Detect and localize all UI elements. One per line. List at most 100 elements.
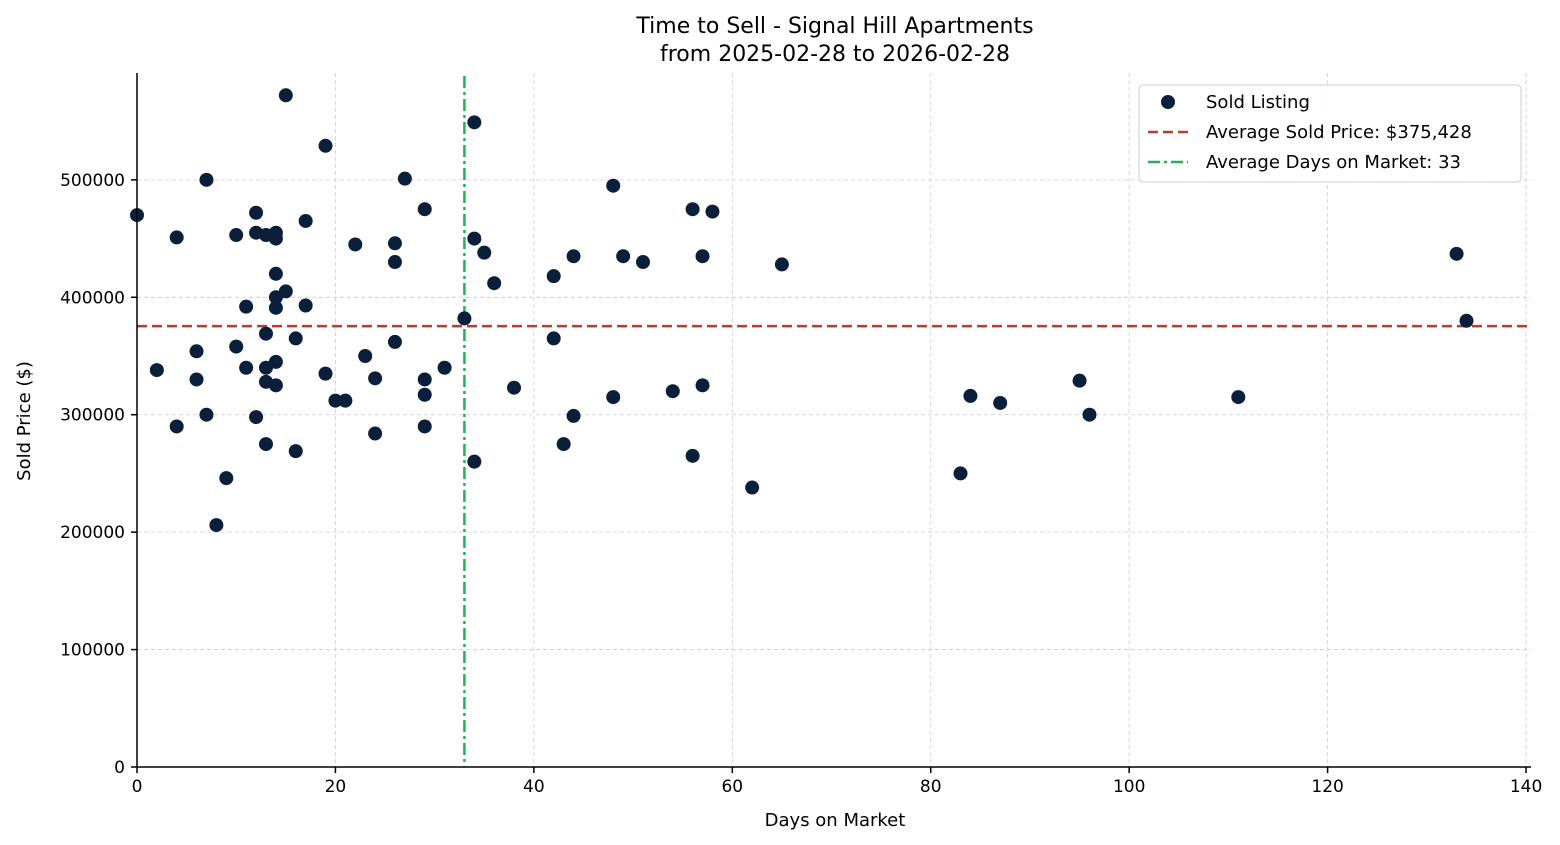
- data-point: [705, 204, 720, 219]
- data-point: [417, 372, 432, 387]
- data-point: [288, 331, 303, 346]
- data-point: [387, 236, 402, 251]
- data-point: [774, 257, 789, 272]
- legend-box: [1138, 84, 1522, 183]
- x-tick-label: 20: [325, 777, 347, 797]
- data-point: [457, 311, 472, 326]
- data-point: [239, 299, 254, 314]
- data-point: [665, 384, 680, 399]
- legend: Sold Listing Average Sold Price: $375,428…: [1138, 84, 1522, 183]
- data-point: [1231, 390, 1246, 405]
- data-point: [546, 269, 561, 284]
- grid: [137, 73, 1531, 767]
- data-point: [397, 171, 412, 186]
- data-point: [338, 393, 353, 408]
- data-point: [695, 378, 710, 393]
- data-point: [963, 388, 978, 403]
- x-tick-label: 140: [1510, 777, 1542, 797]
- data-point: [1082, 407, 1097, 422]
- data-point: [268, 378, 283, 393]
- data-point: [278, 88, 293, 103]
- data-point: [606, 178, 621, 193]
- data-point: [467, 231, 482, 246]
- legend-label: Average Sold Price: $375,428: [1206, 122, 1472, 143]
- x-tick-label: 60: [721, 777, 743, 797]
- data-point: [417, 387, 432, 402]
- y-tick-label: 400000: [60, 288, 125, 308]
- y-tick-label: 200000: [60, 523, 125, 543]
- data-point: [149, 363, 164, 378]
- data-point: [417, 202, 432, 217]
- data-point: [169, 230, 184, 245]
- y-tick-label: 300000: [60, 406, 125, 426]
- legend-dot-marker: [1161, 95, 1175, 109]
- data-point: [229, 228, 244, 243]
- data-point: [189, 372, 204, 387]
- x-tick-label: 80: [920, 777, 942, 797]
- x-axis-label: Days on Market: [765, 810, 906, 831]
- data-point: [556, 437, 571, 452]
- data-points: [130, 88, 1474, 533]
- data-point: [467, 454, 482, 469]
- data-point: [387, 334, 402, 349]
- axes: [136, 73, 1531, 768]
- data-point: [258, 437, 273, 452]
- x-tick-label: 0: [132, 777, 143, 797]
- data-point: [169, 419, 184, 434]
- data-point: [268, 354, 283, 369]
- data-point: [437, 360, 452, 375]
- chart-subtitle: from 2025-02-28 to 2026-02-28: [660, 42, 1010, 67]
- y-axis-label: Sold Price ($): [14, 361, 35, 481]
- data-point: [566, 408, 581, 423]
- data-point: [239, 360, 254, 375]
- data-point: [268, 300, 283, 315]
- x-tick-label: 100: [1113, 777, 1145, 797]
- data-point: [368, 426, 383, 441]
- data-point: [268, 266, 283, 281]
- y-tick-label: 500000: [60, 171, 125, 191]
- legend-label: Average Days on Market: 33: [1206, 152, 1461, 173]
- data-point: [229, 339, 244, 354]
- data-point: [268, 231, 283, 246]
- data-point: [199, 172, 214, 187]
- data-point: [328, 393, 343, 408]
- data-point: [477, 245, 492, 260]
- data-point: [487, 276, 502, 291]
- data-point: [685, 448, 700, 463]
- data-point: [417, 419, 432, 434]
- data-point: [616, 249, 631, 264]
- legend-items: Sold Listing Average Sold Price: $375,428…: [1148, 92, 1472, 173]
- data-point: [606, 390, 621, 405]
- data-point: [219, 471, 234, 486]
- data-point: [189, 344, 204, 359]
- y-tick-label: 0: [114, 758, 125, 778]
- data-point: [685, 202, 700, 217]
- data-point: [368, 371, 383, 386]
- data-point: [278, 284, 293, 299]
- data-point: [1449, 246, 1464, 261]
- data-point: [318, 366, 333, 381]
- chart-title: Time to Sell - Signal Hill Apartments: [635, 14, 1033, 39]
- data-point: [566, 249, 581, 264]
- data-point: [387, 255, 402, 270]
- data-point: [507, 380, 522, 395]
- data-point: [348, 237, 363, 252]
- data-point: [209, 518, 224, 533]
- legend-label: Sold Listing: [1206, 92, 1310, 113]
- x-ticks: 0 20 40 60 80 100 120 140: [132, 767, 1542, 797]
- data-point: [258, 326, 273, 341]
- y-ticks: 0 100000 200000 300000 400000 500000: [60, 171, 137, 778]
- data-point: [298, 298, 313, 313]
- data-point: [288, 444, 303, 459]
- data-point: [745, 480, 760, 495]
- data-point: [318, 138, 333, 153]
- data-point: [695, 249, 710, 264]
- data-point: [249, 410, 264, 425]
- data-point: [249, 205, 264, 220]
- data-point: [1072, 373, 1087, 388]
- data-point: [298, 213, 313, 228]
- data-point: [358, 349, 373, 364]
- data-point: [953, 466, 968, 481]
- data-point: [993, 395, 1008, 410]
